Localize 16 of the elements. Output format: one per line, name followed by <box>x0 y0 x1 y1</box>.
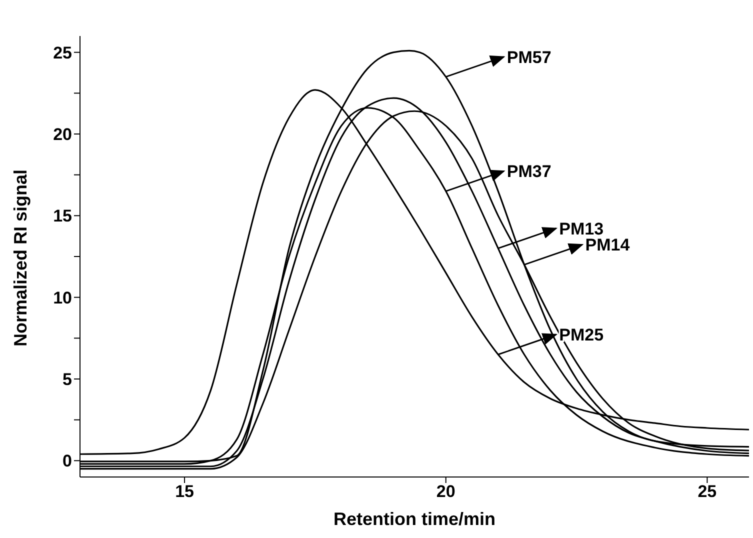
y-tick-label: 10 <box>53 288 72 308</box>
x-tick-label: 15 <box>175 482 194 502</box>
y-tick-label: 20 <box>53 125 72 144</box>
y-tick-label: 15 <box>53 206 72 226</box>
x-tick-label: 25 <box>698 482 717 502</box>
annotation: PM57 <box>506 48 552 67</box>
x-tick-label: 20 <box>436 482 456 502</box>
annotation: PM37 <box>506 162 552 182</box>
x-axis-title: Retention time/min <box>333 509 496 529</box>
y-tick-label: 0 <box>62 452 72 471</box>
y-tick-label: 25 <box>53 43 72 62</box>
annotation: PM13 <box>559 219 604 238</box>
annotation: PM14 <box>585 236 630 255</box>
annotation: PM25 <box>559 326 604 344</box>
y-axis-title: Normalized RI signal <box>10 169 30 346</box>
y-tick-label: 5 <box>62 370 72 390</box>
